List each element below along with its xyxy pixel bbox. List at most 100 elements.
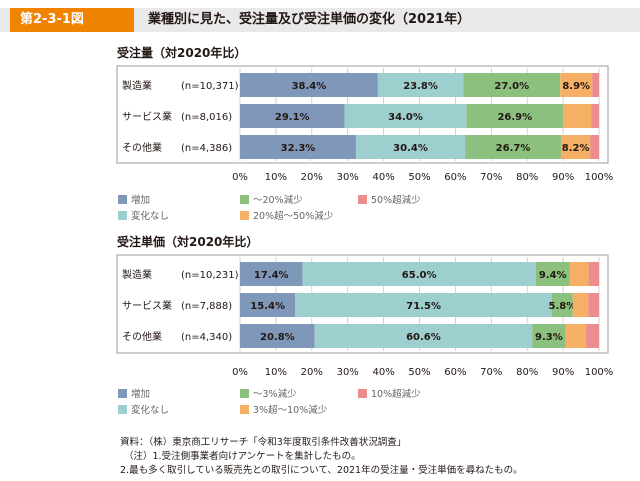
x-tick-label: 100% bbox=[585, 367, 614, 378]
category-label: その他業 bbox=[122, 141, 162, 154]
category-label: サービス業 bbox=[122, 110, 172, 123]
bar-segment bbox=[591, 104, 599, 128]
bar-segment bbox=[240, 293, 296, 317]
bar-segment bbox=[565, 324, 587, 348]
x-tick-label: 70% bbox=[480, 172, 502, 183]
data-label: 29.1% bbox=[275, 112, 310, 123]
x-tick-label: 90% bbox=[552, 367, 574, 378]
bar-segment bbox=[344, 104, 467, 128]
data-label: 8.2% bbox=[562, 143, 590, 154]
legend-label: 20%超～50%減少 bbox=[253, 210, 334, 222]
category-label: 製造業 bbox=[122, 268, 152, 281]
legend-label: ～3%減少 bbox=[253, 388, 297, 400]
data-label: 23.8% bbox=[403, 81, 438, 92]
bar-segment bbox=[535, 262, 570, 286]
legend-label: 10%超減少 bbox=[371, 388, 421, 400]
bar-segment bbox=[588, 293, 599, 317]
chart-title-volume: 受注量（対2020年比） bbox=[117, 45, 246, 60]
legend-swatch bbox=[118, 389, 127, 398]
note-1: （注）1.受注側事業者向けアンケートを集計したもの。 bbox=[124, 451, 361, 462]
x-tick-label: 10% bbox=[265, 172, 287, 183]
n-label: (n=7,888) bbox=[181, 301, 232, 312]
bar-segment bbox=[314, 324, 533, 348]
data-label: 34.0% bbox=[388, 112, 423, 123]
data-label: 9.4% bbox=[539, 270, 567, 281]
charts-area: 受注量（対2020年比） 製造業 (n=10,371) 38.4% 23.8% 27.0%… bbox=[116, 45, 614, 416]
bar-segment bbox=[466, 104, 564, 128]
bar-segment bbox=[560, 135, 591, 159]
data-label: 26.7% bbox=[496, 143, 531, 154]
data-label: 5.8% bbox=[549, 301, 577, 312]
category-label: 製造業 bbox=[122, 79, 152, 92]
legend-swatch bbox=[118, 405, 127, 414]
legend-swatch bbox=[240, 211, 249, 220]
bar-segment bbox=[586, 324, 599, 348]
chart-title-price: 受注単価（対2020年比） bbox=[117, 234, 258, 249]
bar-segment bbox=[355, 135, 466, 159]
notes: 資料：（株）東京商工リサーチ「令和3年度取引条件改善状況調査」 （注）1.受注側… bbox=[120, 436, 523, 478]
note-source: 資料：（株）東京商工リサーチ「令和3年度取引条件改善状況調査」 bbox=[120, 437, 407, 448]
n-label: (n=4,386) bbox=[181, 143, 232, 154]
legend-label: 変化なし bbox=[131, 210, 169, 222]
bar-segment bbox=[569, 262, 589, 286]
legend-label: ～20%減少 bbox=[253, 194, 303, 206]
legend-label: 50%超減少 bbox=[371, 194, 421, 206]
bar-segment bbox=[532, 324, 566, 348]
x-tick-label: 10% bbox=[265, 367, 287, 378]
x-tick-label: 0% bbox=[232, 172, 248, 183]
bar-segment bbox=[572, 293, 589, 317]
x-tick-label: 0% bbox=[232, 367, 248, 378]
bar-segment bbox=[302, 262, 536, 286]
figure-label: 第2-3-1図 bbox=[20, 12, 84, 27]
category-label: サービス業 bbox=[122, 299, 172, 312]
x-tick-label: 50% bbox=[408, 367, 430, 378]
x-tick-label: 50% bbox=[408, 172, 430, 183]
x-tick-label: 40% bbox=[372, 367, 394, 378]
category-label: その他業 bbox=[122, 330, 162, 343]
bar-segment bbox=[377, 73, 464, 97]
data-label: 20.8% bbox=[260, 332, 295, 343]
x-tick-label: 30% bbox=[337, 367, 359, 378]
x-tick-label: 20% bbox=[301, 172, 323, 183]
data-label: 27.0% bbox=[494, 81, 529, 92]
n-label: (n=4,340) bbox=[181, 332, 232, 343]
x-tick-label: 60% bbox=[444, 367, 466, 378]
x-tick-label: 100% bbox=[585, 172, 614, 183]
data-label: 15.4% bbox=[250, 301, 285, 312]
x-tick-label: 90% bbox=[552, 172, 574, 183]
x-tick-label: 40% bbox=[372, 172, 394, 183]
bar-segment bbox=[240, 135, 356, 159]
data-label: 9.3% bbox=[535, 332, 563, 343]
n-label: (n=10,371) bbox=[181, 81, 239, 92]
figure-title: 業種別に見た、受注量及び受注単価の変化（2021年） bbox=[148, 12, 471, 27]
legend-label: 増加 bbox=[131, 194, 150, 206]
bar-segment bbox=[463, 73, 561, 97]
legend-swatch bbox=[240, 405, 249, 414]
legend-swatch bbox=[118, 211, 127, 220]
data-label: 30.4% bbox=[393, 143, 428, 154]
data-label: 32.3% bbox=[281, 143, 316, 154]
bar-segment bbox=[240, 73, 378, 97]
legend-label: 増加 bbox=[131, 388, 150, 400]
bar-segment bbox=[240, 324, 315, 348]
legend-swatch bbox=[240, 195, 249, 204]
x-tick-label: 30% bbox=[337, 172, 359, 183]
n-label: (n=10,231) bbox=[181, 270, 239, 281]
data-label: 8.9% bbox=[562, 81, 590, 92]
bar-segment bbox=[240, 104, 345, 128]
legend-swatch bbox=[240, 389, 249, 398]
bar-segment bbox=[465, 135, 561, 159]
bar-segment bbox=[588, 262, 599, 286]
data-label: 38.4% bbox=[292, 81, 327, 92]
bar-segment bbox=[551, 293, 573, 317]
x-tick-label: 20% bbox=[301, 367, 323, 378]
legend-label: 3%超～10%減少 bbox=[253, 404, 328, 416]
data-label: 60.6% bbox=[406, 332, 441, 343]
figure-label-tag: 第2-3-1図 bbox=[10, 8, 134, 32]
note-2: 2.最も多く取引している販売先との取引について、2021年の受注量・受注単価を尋… bbox=[120, 465, 523, 476]
n-label: (n=8,016) bbox=[181, 112, 232, 123]
x-tick-label: 70% bbox=[480, 367, 502, 378]
x-tick-label: 60% bbox=[444, 172, 466, 183]
figure-header: 第2-3-1図 業種別に見た、受注量及び受注単価の変化（2021年） bbox=[0, 8, 640, 32]
bar-segment bbox=[560, 73, 593, 97]
